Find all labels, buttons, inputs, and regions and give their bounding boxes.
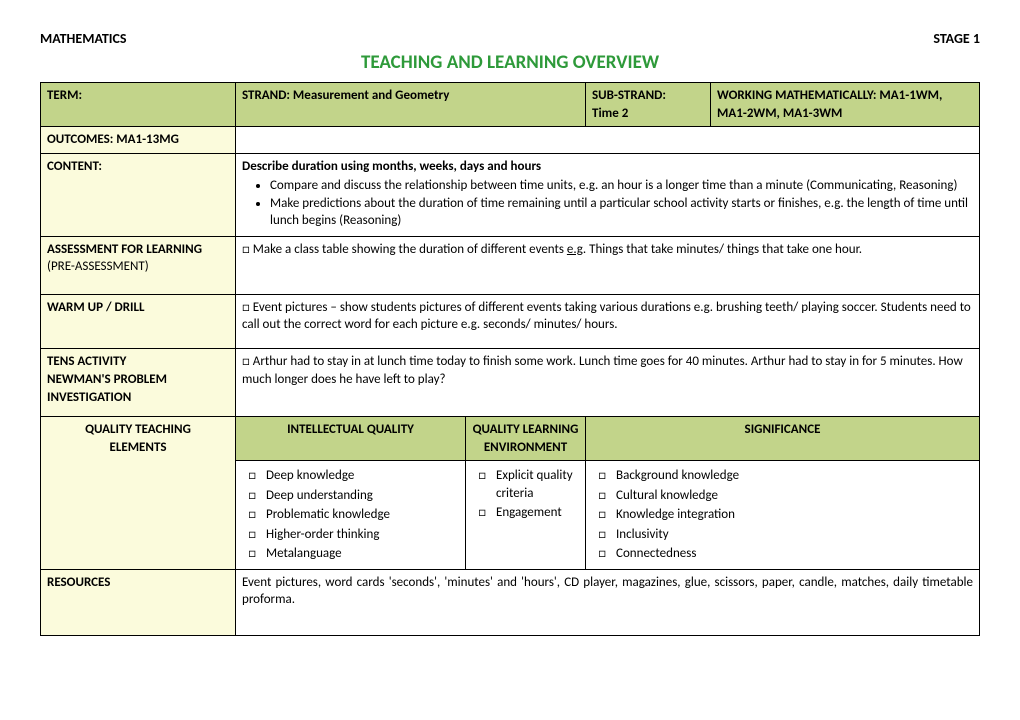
cell-quality-label: QUALITY TEACHING ELEMENTS bbox=[41, 417, 236, 570]
list-item: Background knowledge bbox=[612, 467, 973, 485]
cell-assessment-body: Make a class table showing the duration … bbox=[236, 236, 980, 294]
cell-content-body: Describe duration using months, weeks, d… bbox=[236, 153, 980, 236]
list-item: Connectedness bbox=[612, 545, 973, 563]
cell-resources-label: RESOURCES bbox=[41, 569, 236, 636]
header-left: MATHEMATICS bbox=[40, 30, 127, 47]
header-right: STAGE 1 bbox=[933, 30, 980, 47]
list-item: Metalanguage bbox=[262, 545, 459, 563]
row-resources: RESOURCES Event pictures, word cards 'se… bbox=[41, 569, 980, 636]
cell-tens-body: Arthur had to stay in at lunch time toda… bbox=[236, 349, 980, 417]
row-outcomes: OUTCOMES: MA1-13MG bbox=[41, 127, 980, 154]
list-item: Inclusivity bbox=[612, 526, 973, 544]
doc-title: TEACHING AND LEARNING OVERVIEW bbox=[40, 51, 980, 74]
cell-iq-body: Deep knowledge Deep understanding Proble… bbox=[236, 461, 466, 570]
main-table: TERM: STRAND: Measurement and Geometry S… bbox=[40, 82, 980, 636]
row-warmup: WARM UP / DRILL Event pictures – show st… bbox=[41, 294, 980, 349]
cell-sig-head: SIGNIFICANCE bbox=[586, 417, 980, 461]
cell-warmup-body: Event pictures – show students pictures … bbox=[236, 294, 980, 349]
cell-wm: WORKING MATHEMATICALLY: MA1-1WM, MA1-2WM… bbox=[711, 83, 980, 127]
row-term: TERM: STRAND: Measurement and Geometry S… bbox=[41, 83, 980, 127]
content-heading: Describe duration using months, weeks, d… bbox=[242, 159, 541, 174]
row-quality-head: QUALITY TEACHING ELEMENTS INTELLECTUAL Q… bbox=[41, 417, 980, 461]
cell-warmup-label: WARM UP / DRILL bbox=[41, 294, 236, 349]
content-bullet: Compare and discuss the relationship bet… bbox=[270, 177, 973, 195]
list-item: Engagement bbox=[492, 504, 579, 522]
cell-outcomes-label: OUTCOMES: MA1-13MG bbox=[41, 127, 236, 154]
row-assessment: ASSESSMENT FOR LEARNING (PRE-ASSESSMENT)… bbox=[41, 236, 980, 294]
cell-iq-head: INTELLECTUAL QUALITY bbox=[236, 417, 466, 461]
cell-sig-body: Background knowledge Cultural knowledge … bbox=[586, 461, 980, 570]
row-tens: TENS ACTIVITY NEWMAN'S PROBLEM INVESTIGA… bbox=[41, 349, 980, 417]
cell-qle-body: Explicit quality criteria Engagement bbox=[466, 461, 586, 570]
row-content: CONTENT: Describe duration using months,… bbox=[41, 153, 980, 236]
list-item: Deep knowledge bbox=[262, 467, 459, 485]
list-item: Deep understanding bbox=[262, 487, 459, 505]
list-item: Explicit quality criteria bbox=[492, 467, 579, 502]
cell-term: TERM: bbox=[41, 83, 236, 127]
cell-assessment-label: ASSESSMENT FOR LEARNING (PRE-ASSESSMENT) bbox=[41, 236, 236, 294]
cell-strand: STRAND: Measurement and Geometry bbox=[236, 83, 586, 127]
content-bullets: Compare and discuss the relationship bet… bbox=[270, 177, 973, 230]
cell-resources-body: Event pictures, word cards 'seconds', 'm… bbox=[236, 569, 980, 636]
cell-content-label: CONTENT: bbox=[41, 153, 236, 236]
list-item: Knowledge integration bbox=[612, 506, 973, 524]
list-item: Cultural knowledge bbox=[612, 487, 973, 505]
content-bullet: Make predictions about the duration of t… bbox=[270, 195, 973, 230]
cell-outcomes-blank bbox=[236, 127, 980, 154]
cell-tens-label: TENS ACTIVITY NEWMAN'S PROBLEM INVESTIGA… bbox=[41, 349, 236, 417]
doc-header: MATHEMATICS STAGE 1 bbox=[40, 30, 980, 47]
cell-qle-head: QUALITY LEARNING ENVIRONMENT bbox=[466, 417, 586, 461]
list-item: Higher-order thinking bbox=[262, 526, 459, 544]
list-item: Problematic knowledge bbox=[262, 506, 459, 524]
cell-substrand: SUB-STRAND: Time 2 bbox=[586, 83, 711, 127]
